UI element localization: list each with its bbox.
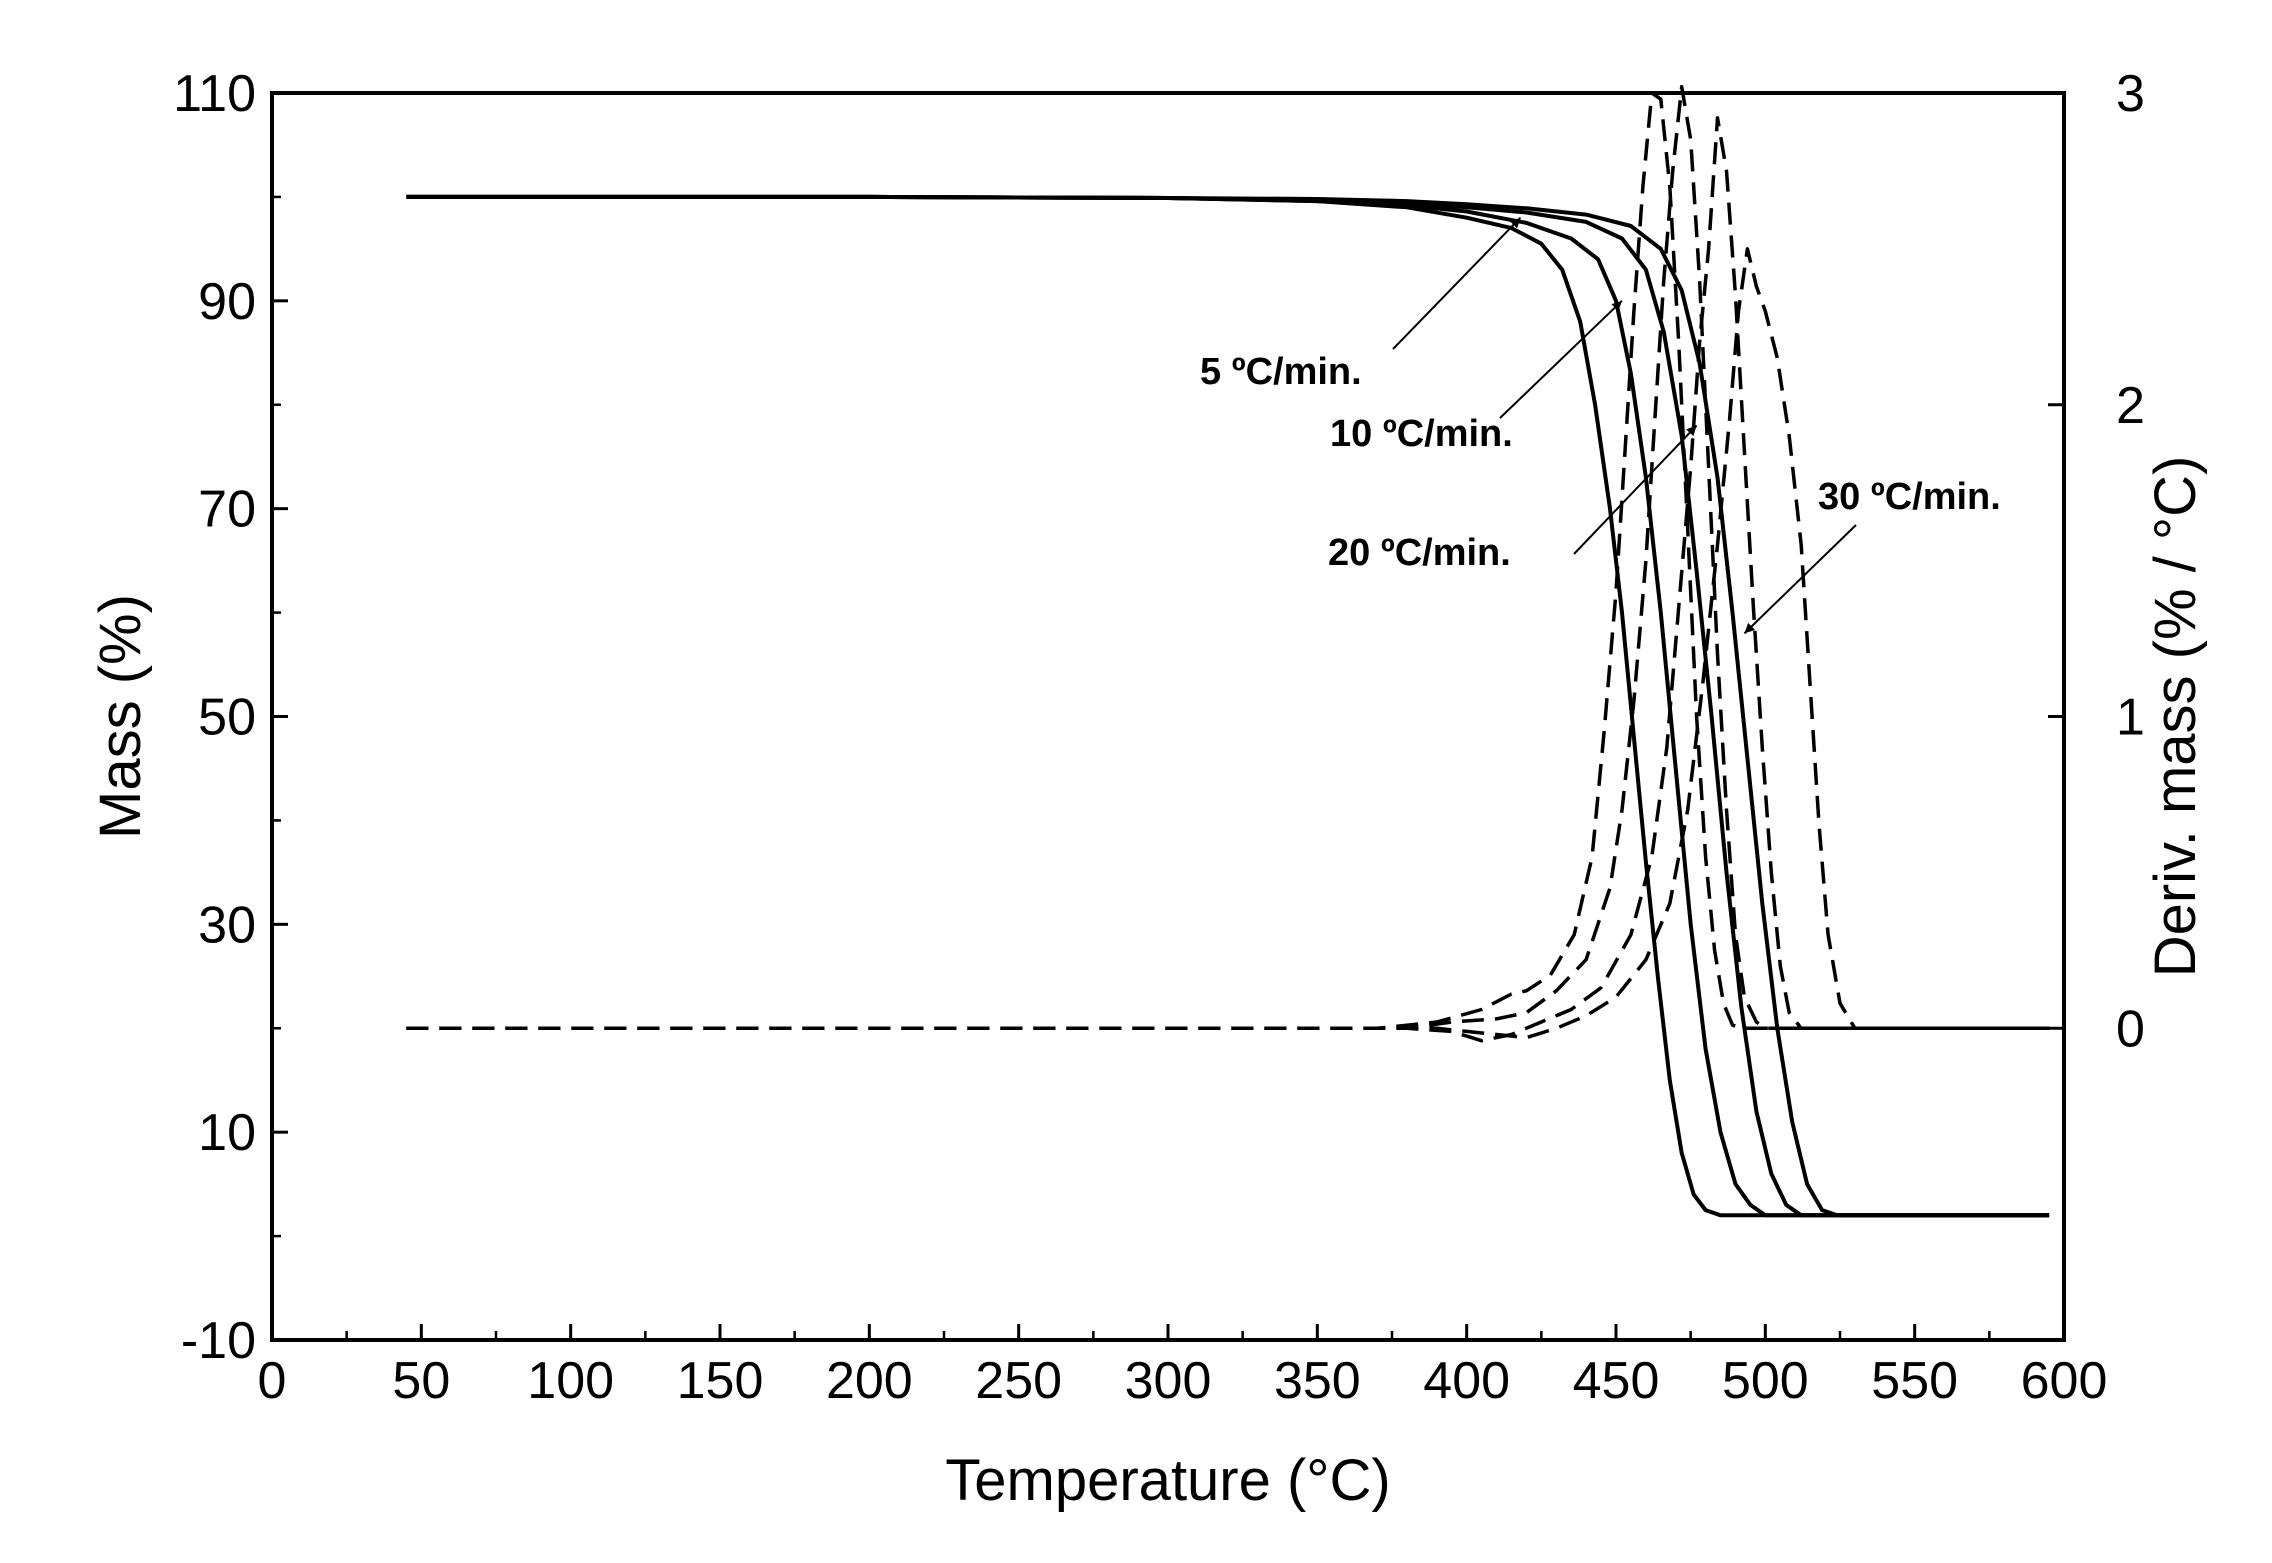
y-tick-label: -10 [181, 1312, 256, 1370]
series-layer [406, 85, 2050, 1218]
annotation-arrow [1743, 524, 1857, 635]
y-tick-label: 30 [198, 896, 256, 954]
annotation-label: 5 ºC/min. [1200, 351, 1362, 393]
x-tick-label: 300 [1125, 1352, 1212, 1410]
y2-tick-label: 2 [2116, 377, 2145, 435]
y2-tick-label: 0 [2116, 1000, 2145, 1058]
annotation-layer: 5 ºC/min. 10 ºC/min. 20 ºC/min. 30 ºC/min. [1200, 217, 2001, 635]
annotation-arrow [1499, 300, 1623, 419]
x-tick-label: 150 [677, 1352, 764, 1410]
x-tick-label: 50 [392, 1352, 450, 1410]
x-tick-label: 250 [975, 1352, 1062, 1410]
x-tick-label: 600 [2021, 1352, 2108, 1410]
deriv-series-line-4 [406, 247, 2050, 1040]
y-tick-label: 10 [198, 1104, 256, 1162]
y-tick-label: 110 [173, 65, 256, 123]
annotation-label: 30 ºC/min. [1818, 476, 2001, 518]
y2-tick-label: 1 [2116, 689, 2145, 747]
ticks-layer: 0 50 100 150 200 250 300 350 400 450 500 550 600-101… [173, 65, 2145, 1410]
y-tick-label: 70 [198, 481, 256, 539]
x-tick-label: 200 [826, 1352, 913, 1410]
x-tick-label: 100 [527, 1352, 614, 1410]
x-tick-label: 400 [1423, 1352, 1510, 1410]
x-tick-label: 450 [1573, 1352, 1660, 1410]
x-tick-label: 550 [1871, 1352, 1958, 1410]
annotation-arrow [1392, 217, 1522, 350]
annotation-label: 20 ºC/min. [1328, 532, 1511, 574]
y-tick-label: 50 [198, 689, 256, 747]
mass-series-line-3 [406, 194, 2050, 1218]
mass-series-line-1 [406, 194, 2050, 1218]
deriv-series-line-1 [406, 91, 2050, 1031]
x-axis-title: Temperature (°C) [945, 1448, 1390, 1513]
mass-series-line-2 [406, 194, 2050, 1218]
y-tick-label: 90 [198, 273, 256, 331]
y-axis-title: Mass (%) [88, 594, 153, 839]
y2-tick-label: 3 [2116, 65, 2145, 123]
x-tick-label: 0 [258, 1352, 287, 1410]
plot-frame [270, 91, 2066, 1342]
x-tick-label: 500 [1722, 1352, 1809, 1410]
annotation-arrow [1573, 424, 1698, 555]
annotation-label: 10 ºC/min. [1330, 413, 1513, 455]
y2-axis-title: Deriv. mass (% / °C) [2143, 456, 2208, 978]
x-tick-label: 350 [1274, 1352, 1361, 1410]
deriv-series-line-2 [406, 85, 2050, 1031]
mass-series-line-4 [406, 194, 2050, 1218]
